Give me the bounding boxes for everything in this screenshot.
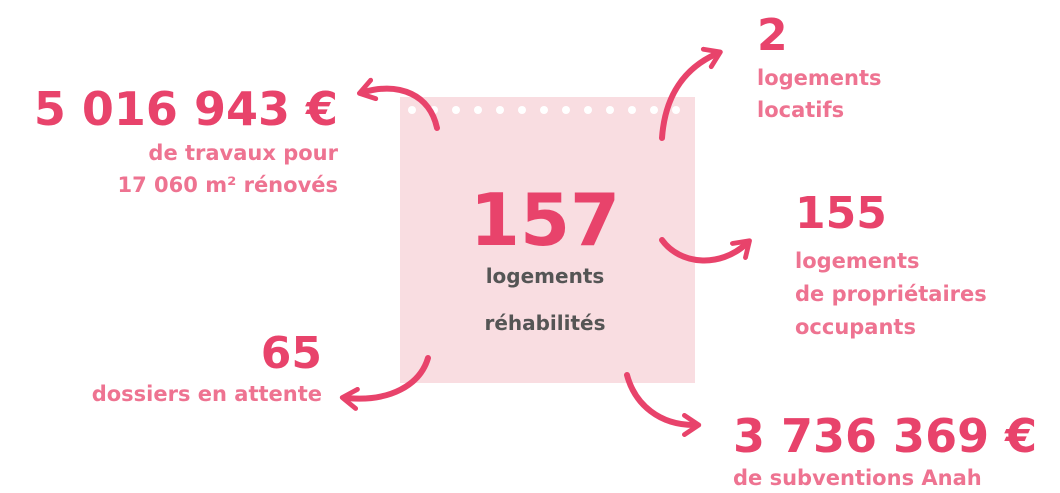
arrows (339, 46, 752, 437)
center-label: réhabilités (484, 311, 605, 335)
stat-label: de travaux pour (148, 141, 338, 165)
stat-value: 2 (757, 10, 788, 61)
stat-value: 65 (261, 328, 322, 379)
center-label: logements (486, 264, 605, 288)
stat-value: 155 (795, 188, 887, 239)
stat-label: locatifs (757, 98, 844, 122)
stat-label: logements (795, 249, 920, 273)
stat-label: occupants (795, 315, 916, 339)
stat-value: 5 016 943 € (34, 82, 338, 136)
stat-value: 3 736 369 € (733, 409, 1037, 463)
center-value: 157 (470, 178, 620, 262)
stat-label: de propriétaires (795, 282, 987, 306)
center-card (400, 97, 695, 383)
stat-label: dossiers en attente (92, 382, 322, 406)
stat-label: 17 060 m² rénovés (118, 173, 338, 197)
stat-label: de subventions Anah (733, 466, 982, 490)
stat-label: logements (757, 66, 882, 90)
